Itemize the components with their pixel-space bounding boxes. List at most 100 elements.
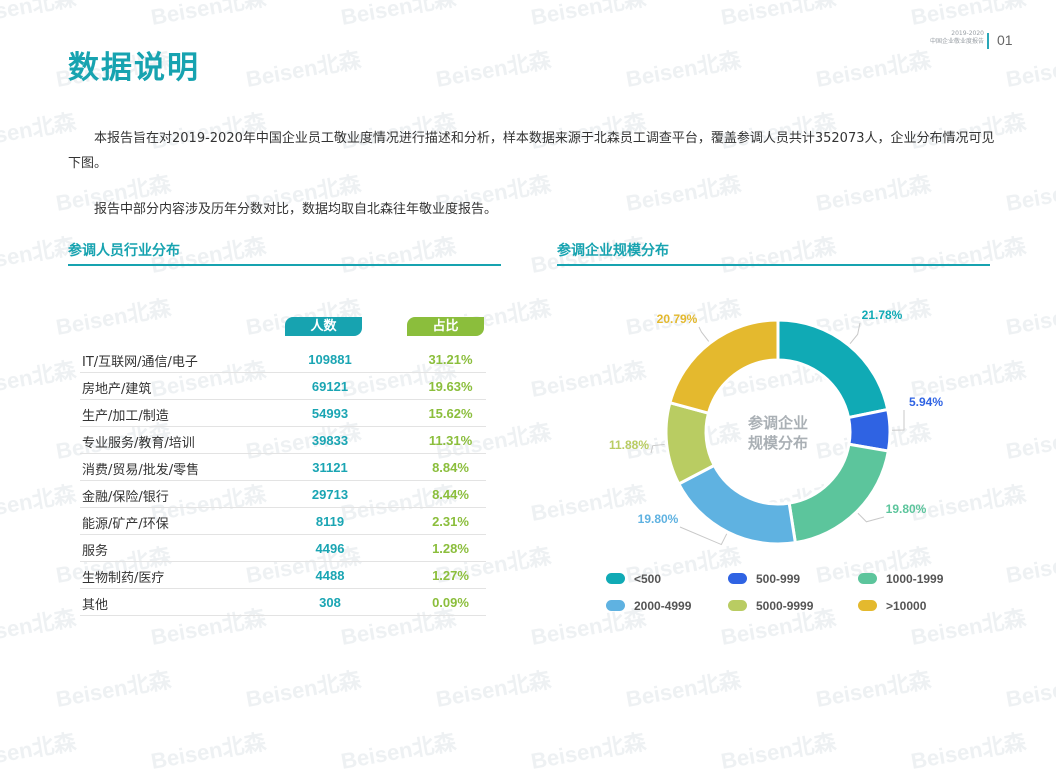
watermark-logo: Beisen北森 [623, 667, 743, 712]
intro-paragraph-2: 报告中部分内容涉及历年分数对比，数据均取自北森往年敬业度报告。 [94, 202, 498, 217]
watermark-logo: Beisen北森 [148, 0, 268, 30]
donut-legend: <500 500-999 1000-1999 2000-4999 5000-9999 >1… [606, 572, 996, 616]
legend-label: 5000-9999 [756, 599, 814, 613]
intro-text: 本报告旨在对2019-2020年中国企业员工敬业度情况进行描述和分析，样本数据来… [68, 126, 998, 243]
page-title: 数据说明 [68, 50, 200, 86]
count-column-header: 人数 [285, 317, 362, 336]
watermark-logo: Beisen北森 [528, 0, 648, 30]
legend-item: 2000-4999 [606, 599, 691, 617]
donut-slice [668, 318, 780, 416]
watermark-logo: Beisen北森 [718, 729, 838, 774]
donut-leader-line [857, 512, 885, 523]
table-row: IT/互联网/通信/电子 109881 31.21% [80, 346, 486, 373]
legend-item: <500 [606, 572, 661, 590]
donut-data-label: 11.88% [609, 438, 649, 452]
table-row: 能源/矿产/环保 8119 2.31% [80, 508, 486, 535]
scale-donut-chart: 21.78% 5.94% 19.80% 19.80% 11.88% 20.79% 参调企业… [609, 308, 943, 546]
legend-swatch [858, 600, 877, 611]
industry-count: 31121 [312, 460, 348, 475]
donut-leader-line [650, 443, 665, 454]
industry-pct: 31.21% [428, 352, 473, 367]
legend-swatch [606, 573, 625, 584]
industry-pct: 8.44% [432, 487, 469, 502]
watermark-logo: Beisen北森 [0, 233, 78, 278]
header-report-label: 2019-2020 中国企业敬业度报告 [930, 30, 984, 46]
industry-name: 生产/加工/制造 [82, 409, 169, 424]
watermark-logo: Beisen北森 [813, 667, 933, 712]
donut-slice [776, 318, 890, 420]
donut-slice [787, 442, 891, 545]
industry-name: 消费/贸易/批发/零售 [82, 463, 200, 478]
pct-column-header: 占比 [407, 317, 484, 336]
donut-center-line-2: 规模分布 [748, 434, 808, 452]
legend-label: 2000-4999 [634, 599, 692, 613]
legend-label: 1000-1999 [886, 572, 944, 586]
watermark-logo: Beisen北森 [338, 729, 458, 774]
donut-data-label: 20.79% [657, 312, 698, 326]
watermark-logo: Beisen北森 [0, 0, 78, 30]
watermark-logo: Beisen北森 [1003, 47, 1056, 92]
watermark-logo: Beisen北森 [53, 295, 173, 340]
watermark-logo: Beisen北森 [53, 667, 173, 712]
industry-pct: 2.31% [432, 514, 469, 529]
industry-count: 4488 [315, 568, 345, 583]
industry-name: 其他 [82, 598, 109, 613]
donut-leader-line [849, 322, 861, 344]
industry-pct: 15.62% [428, 406, 473, 421]
industry-name: 能源/矿产/环保 [82, 517, 169, 532]
legend-item: 5000-9999 [728, 599, 813, 617]
legend-label: 500-999 [756, 572, 801, 586]
industry-pct: 8.84% [432, 460, 469, 475]
legend-swatch [606, 600, 625, 611]
table-row: 生产/加工/制造 54993 15.62% [80, 400, 486, 427]
legend-label: >10000 [886, 599, 927, 613]
table-row: 房地产/建筑 69121 19.63% [80, 373, 486, 400]
industry-name: 服务 [82, 544, 109, 559]
donut-data-label: 19.80% [638, 512, 679, 526]
header-divider [987, 33, 989, 49]
watermark-logo: Beisen北森 [623, 47, 743, 92]
legend-item: 500-999 [728, 572, 800, 590]
watermark-logo: Beisen北森 [338, 0, 458, 30]
watermark-logo: Beisen北森 [908, 0, 1028, 30]
watermark-logo: Beisen北森 [528, 729, 648, 774]
legend-item: 1000-1999 [858, 572, 943, 590]
industry-pct: 19.63% [428, 379, 473, 394]
legend-swatch [728, 600, 747, 611]
watermark-logo: Beisen北森 [813, 47, 933, 92]
industry-pct: 11.31% [428, 433, 473, 448]
watermark-logo: Beisen北森 [0, 357, 78, 402]
industry-section-underline [68, 264, 501, 266]
donut-center-line-1: 参调企业 [748, 414, 808, 432]
watermark-logo: Beisen北森 [1003, 543, 1056, 588]
industry-name: 生物制药/医疗 [82, 571, 165, 586]
scale-section-underline [557, 264, 990, 266]
legend-item: >10000 [858, 599, 926, 617]
watermark-logo: Beisen北森 [908, 729, 1028, 774]
watermark-logo: Beisen北森 [433, 667, 553, 712]
industry-name: IT/互联网/通信/电子 [82, 355, 198, 370]
industry-name: 专业服务/教育/培训 [82, 436, 195, 451]
table-row: 专业服务/教育/培训 39833 11.31% [80, 427, 486, 454]
industry-table: IT/互联网/通信/电子 109881 31.21% 房地产/建筑 69121 19.63… [80, 346, 486, 616]
watermark-logo: Beisen北森 [0, 729, 78, 774]
watermark-logo: Beisen北森 [0, 109, 78, 154]
table-row: 消费/贸易/批发/零售 31121 8.84% [80, 454, 486, 481]
industry-count: 29713 [311, 487, 349, 502]
page-number: 01 [997, 32, 1013, 48]
donut-data-label: 19.80% [886, 502, 927, 516]
watermark-logo: Beisen北森 [1003, 667, 1056, 712]
industry-name: 房地产/建筑 [82, 382, 152, 397]
donut-data-label: 5.94% [909, 395, 943, 409]
watermark-logo: Beisen北森 [243, 47, 363, 92]
intro-paragraph-1: 本报告旨在对2019-2020年中国企业员工敬业度情况进行描述和分析，样本数据来… [68, 131, 995, 171]
industry-count: 4496 [315, 541, 345, 556]
watermark-logo: Beisen北森 [1003, 171, 1056, 216]
watermark-logo: Beisen北森 [433, 47, 553, 92]
watermark-logo: Beisen北森 [1003, 295, 1056, 340]
legend-swatch [728, 573, 747, 584]
industry-count: 39833 [311, 433, 349, 448]
donut-leader-line [679, 526, 728, 546]
scale-section-title: 参调企业规模分布 [557, 243, 669, 259]
watermark-logo: Beisen北森 [1003, 419, 1056, 464]
